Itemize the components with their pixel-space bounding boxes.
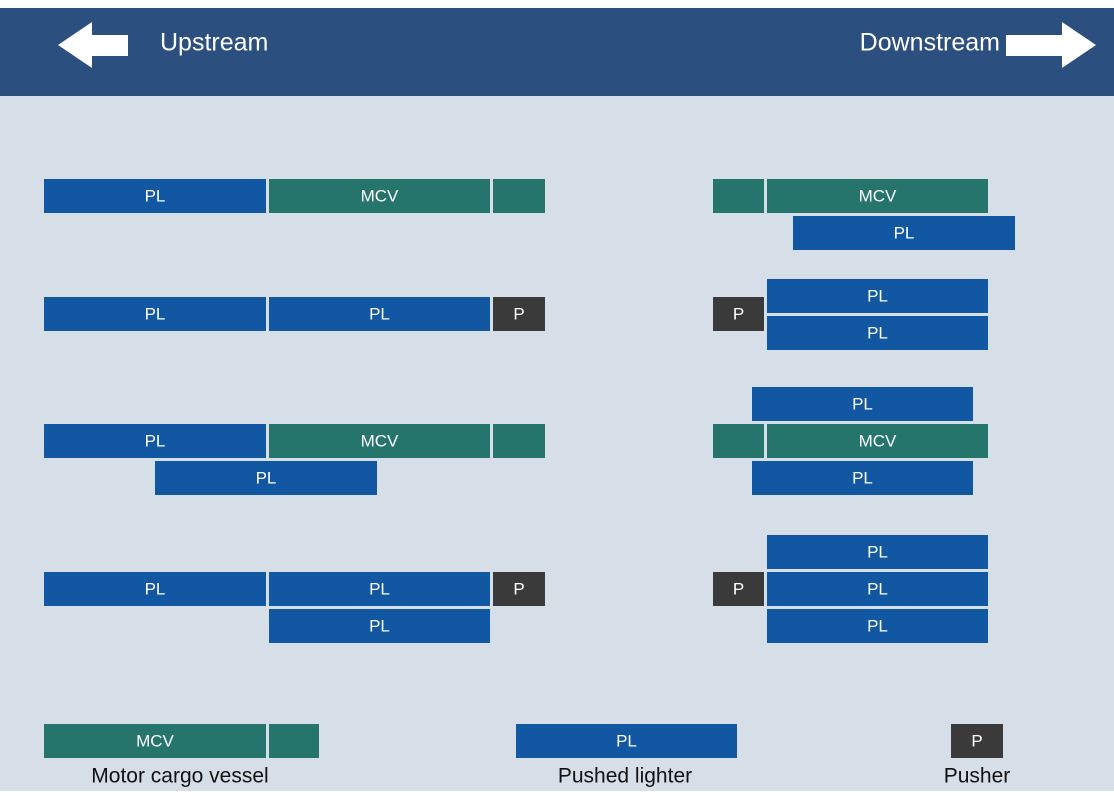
upstream-arrow [58, 22, 128, 68]
block [493, 297, 545, 331]
block [44, 179, 266, 213]
block-label: PL [852, 394, 873, 413]
block [713, 179, 764, 213]
block [44, 297, 266, 331]
block [269, 572, 490, 606]
block [516, 724, 737, 758]
block-label: PL [867, 579, 888, 598]
block-label: MCV [361, 431, 399, 450]
upstream-label: Upstream [160, 29, 268, 57]
downstream-arrow [1006, 22, 1096, 68]
legend-caption: Motor cargo vessel [91, 765, 268, 788]
block [752, 387, 973, 421]
block-label: PL [867, 542, 888, 561]
top-strip [0, 0, 1114, 8]
block-label: P [733, 304, 744, 323]
block-label: PL [256, 468, 277, 487]
block-label: PL [145, 579, 166, 598]
block [269, 179, 490, 213]
block-label: PL [867, 616, 888, 635]
block [951, 724, 1003, 758]
block-label: PL [852, 468, 873, 487]
block [767, 424, 988, 458]
block [793, 216, 1015, 250]
block [44, 724, 266, 758]
block-label: PL [894, 223, 915, 242]
block [269, 724, 319, 758]
header [0, 8, 1114, 96]
block-label: PL [145, 304, 166, 323]
block [269, 424, 490, 458]
block [269, 609, 490, 643]
block [713, 297, 764, 331]
block-label: MCV [136, 731, 174, 750]
block [44, 424, 266, 458]
downstream-label: Downstream [860, 29, 1000, 57]
block [44, 572, 266, 606]
block [767, 179, 988, 213]
block-label: P [733, 579, 744, 598]
block [713, 572, 764, 606]
block [713, 424, 764, 458]
block-label: MCV [859, 186, 897, 205]
block [155, 461, 377, 495]
block [752, 461, 973, 495]
block-label: PL [145, 186, 166, 205]
block-label: PL [616, 731, 637, 750]
block-label: PL [369, 304, 390, 323]
block-label: PL [369, 579, 390, 598]
block [269, 297, 490, 331]
block [493, 179, 545, 213]
block-label: P [513, 579, 524, 598]
block [767, 279, 988, 313]
block [767, 316, 988, 350]
block [493, 424, 545, 458]
block-label: PL [867, 323, 888, 342]
block [767, 535, 988, 569]
block-label: PL [145, 431, 166, 450]
block [767, 609, 988, 643]
block-label: PL [369, 616, 390, 635]
block [767, 572, 988, 606]
legend-caption: Pushed lighter [558, 765, 692, 788]
block-label: MCV [859, 431, 897, 450]
block-label: MCV [361, 186, 399, 205]
block-label: P [971, 731, 982, 750]
block-label: PL [867, 286, 888, 305]
block-label: P [513, 304, 524, 323]
block [493, 572, 545, 606]
legend-caption: Pusher [944, 765, 1011, 788]
